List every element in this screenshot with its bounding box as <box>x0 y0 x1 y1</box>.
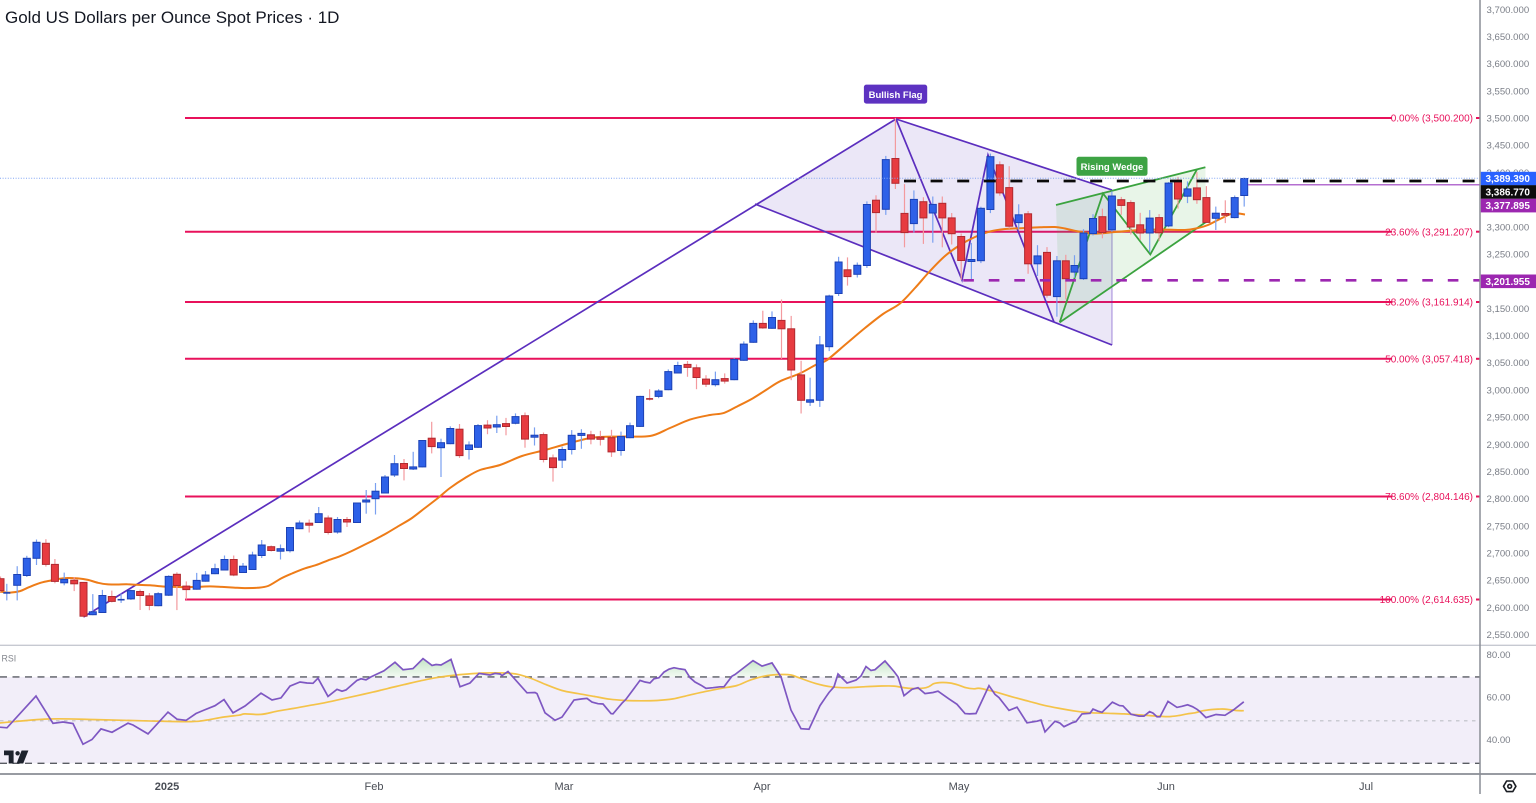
svg-text:3,550.000: 3,550.000 <box>1487 86 1530 97</box>
svg-text:100.00% (2,614.635): 100.00% (2,614.635) <box>1380 595 1473 606</box>
svg-text:2,900.000: 2,900.000 <box>1487 440 1530 451</box>
svg-text:3,386.770: 3,386.770 <box>1485 188 1530 199</box>
svg-text:50.00% (3,057.418): 50.00% (3,057.418) <box>1385 354 1473 365</box>
svg-text:3,600.000: 3,600.000 <box>1487 59 1530 70</box>
svg-text:3,250.000: 3,250.000 <box>1487 250 1530 261</box>
svg-text:40.00: 40.00 <box>1487 735 1511 746</box>
svg-text:3,050.000: 3,050.000 <box>1487 358 1530 369</box>
svg-text:Jul: Jul <box>1359 781 1373 793</box>
svg-text:3,500.000: 3,500.000 <box>1487 114 1530 125</box>
svg-text:2,550.000: 2,550.000 <box>1487 630 1530 641</box>
svg-text:2,850.000: 2,850.000 <box>1487 467 1530 478</box>
svg-text:Jun: Jun <box>1157 781 1175 793</box>
svg-text:2,700.000: 2,700.000 <box>1487 549 1530 560</box>
svg-text:Feb: Feb <box>365 781 384 793</box>
svg-text:3,450.000: 3,450.000 <box>1487 141 1530 152</box>
svg-text:3,100.000: 3,100.000 <box>1487 331 1530 342</box>
svg-text:3,300.000: 3,300.000 <box>1487 222 1530 233</box>
svg-text:Gold US Dollars per Ounce Spot: Gold US Dollars per Ounce Spot Prices · … <box>5 8 339 27</box>
svg-text:23.60% (3,291.207): 23.60% (3,291.207) <box>1385 227 1473 238</box>
svg-text:Bullish Flag: Bullish Flag <box>869 90 923 101</box>
svg-text:3,650.000: 3,650.000 <box>1487 32 1530 43</box>
svg-text:80.00: 80.00 <box>1487 650 1511 661</box>
svg-text:Rising Wedge: Rising Wedge <box>1081 162 1144 173</box>
svg-text:3,201.955: 3,201.955 <box>1485 277 1530 288</box>
svg-text:78.60% (2,804.146): 78.60% (2,804.146) <box>1385 492 1473 503</box>
svg-text:0.00% (3,500.200): 0.00% (3,500.200) <box>1391 114 1473 125</box>
svg-text:2,650.000: 2,650.000 <box>1487 576 1530 587</box>
svg-text:2,800.000: 2,800.000 <box>1487 494 1530 505</box>
svg-text:3,389.390: 3,389.390 <box>1485 174 1530 185</box>
svg-text:2,750.000: 2,750.000 <box>1487 521 1530 532</box>
svg-text:38.20% (3,161.914): 38.20% (3,161.914) <box>1385 298 1473 309</box>
svg-text:May: May <box>949 781 970 793</box>
svg-text:RSI: RSI <box>2 654 17 664</box>
svg-text:2,600.000: 2,600.000 <box>1487 603 1530 614</box>
svg-text:Mar: Mar <box>555 781 574 793</box>
svg-text:3,000.000: 3,000.000 <box>1487 385 1530 396</box>
svg-text:60.00: 60.00 <box>1487 692 1511 703</box>
svg-text:2,950.000: 2,950.000 <box>1487 413 1530 424</box>
svg-text:3,377.895: 3,377.895 <box>1485 201 1530 212</box>
svg-text:3,700.000: 3,700.000 <box>1487 5 1530 16</box>
svg-text:2025: 2025 <box>155 781 179 793</box>
svg-text:3,150.000: 3,150.000 <box>1487 304 1530 315</box>
svg-text:Apr: Apr <box>753 781 770 793</box>
